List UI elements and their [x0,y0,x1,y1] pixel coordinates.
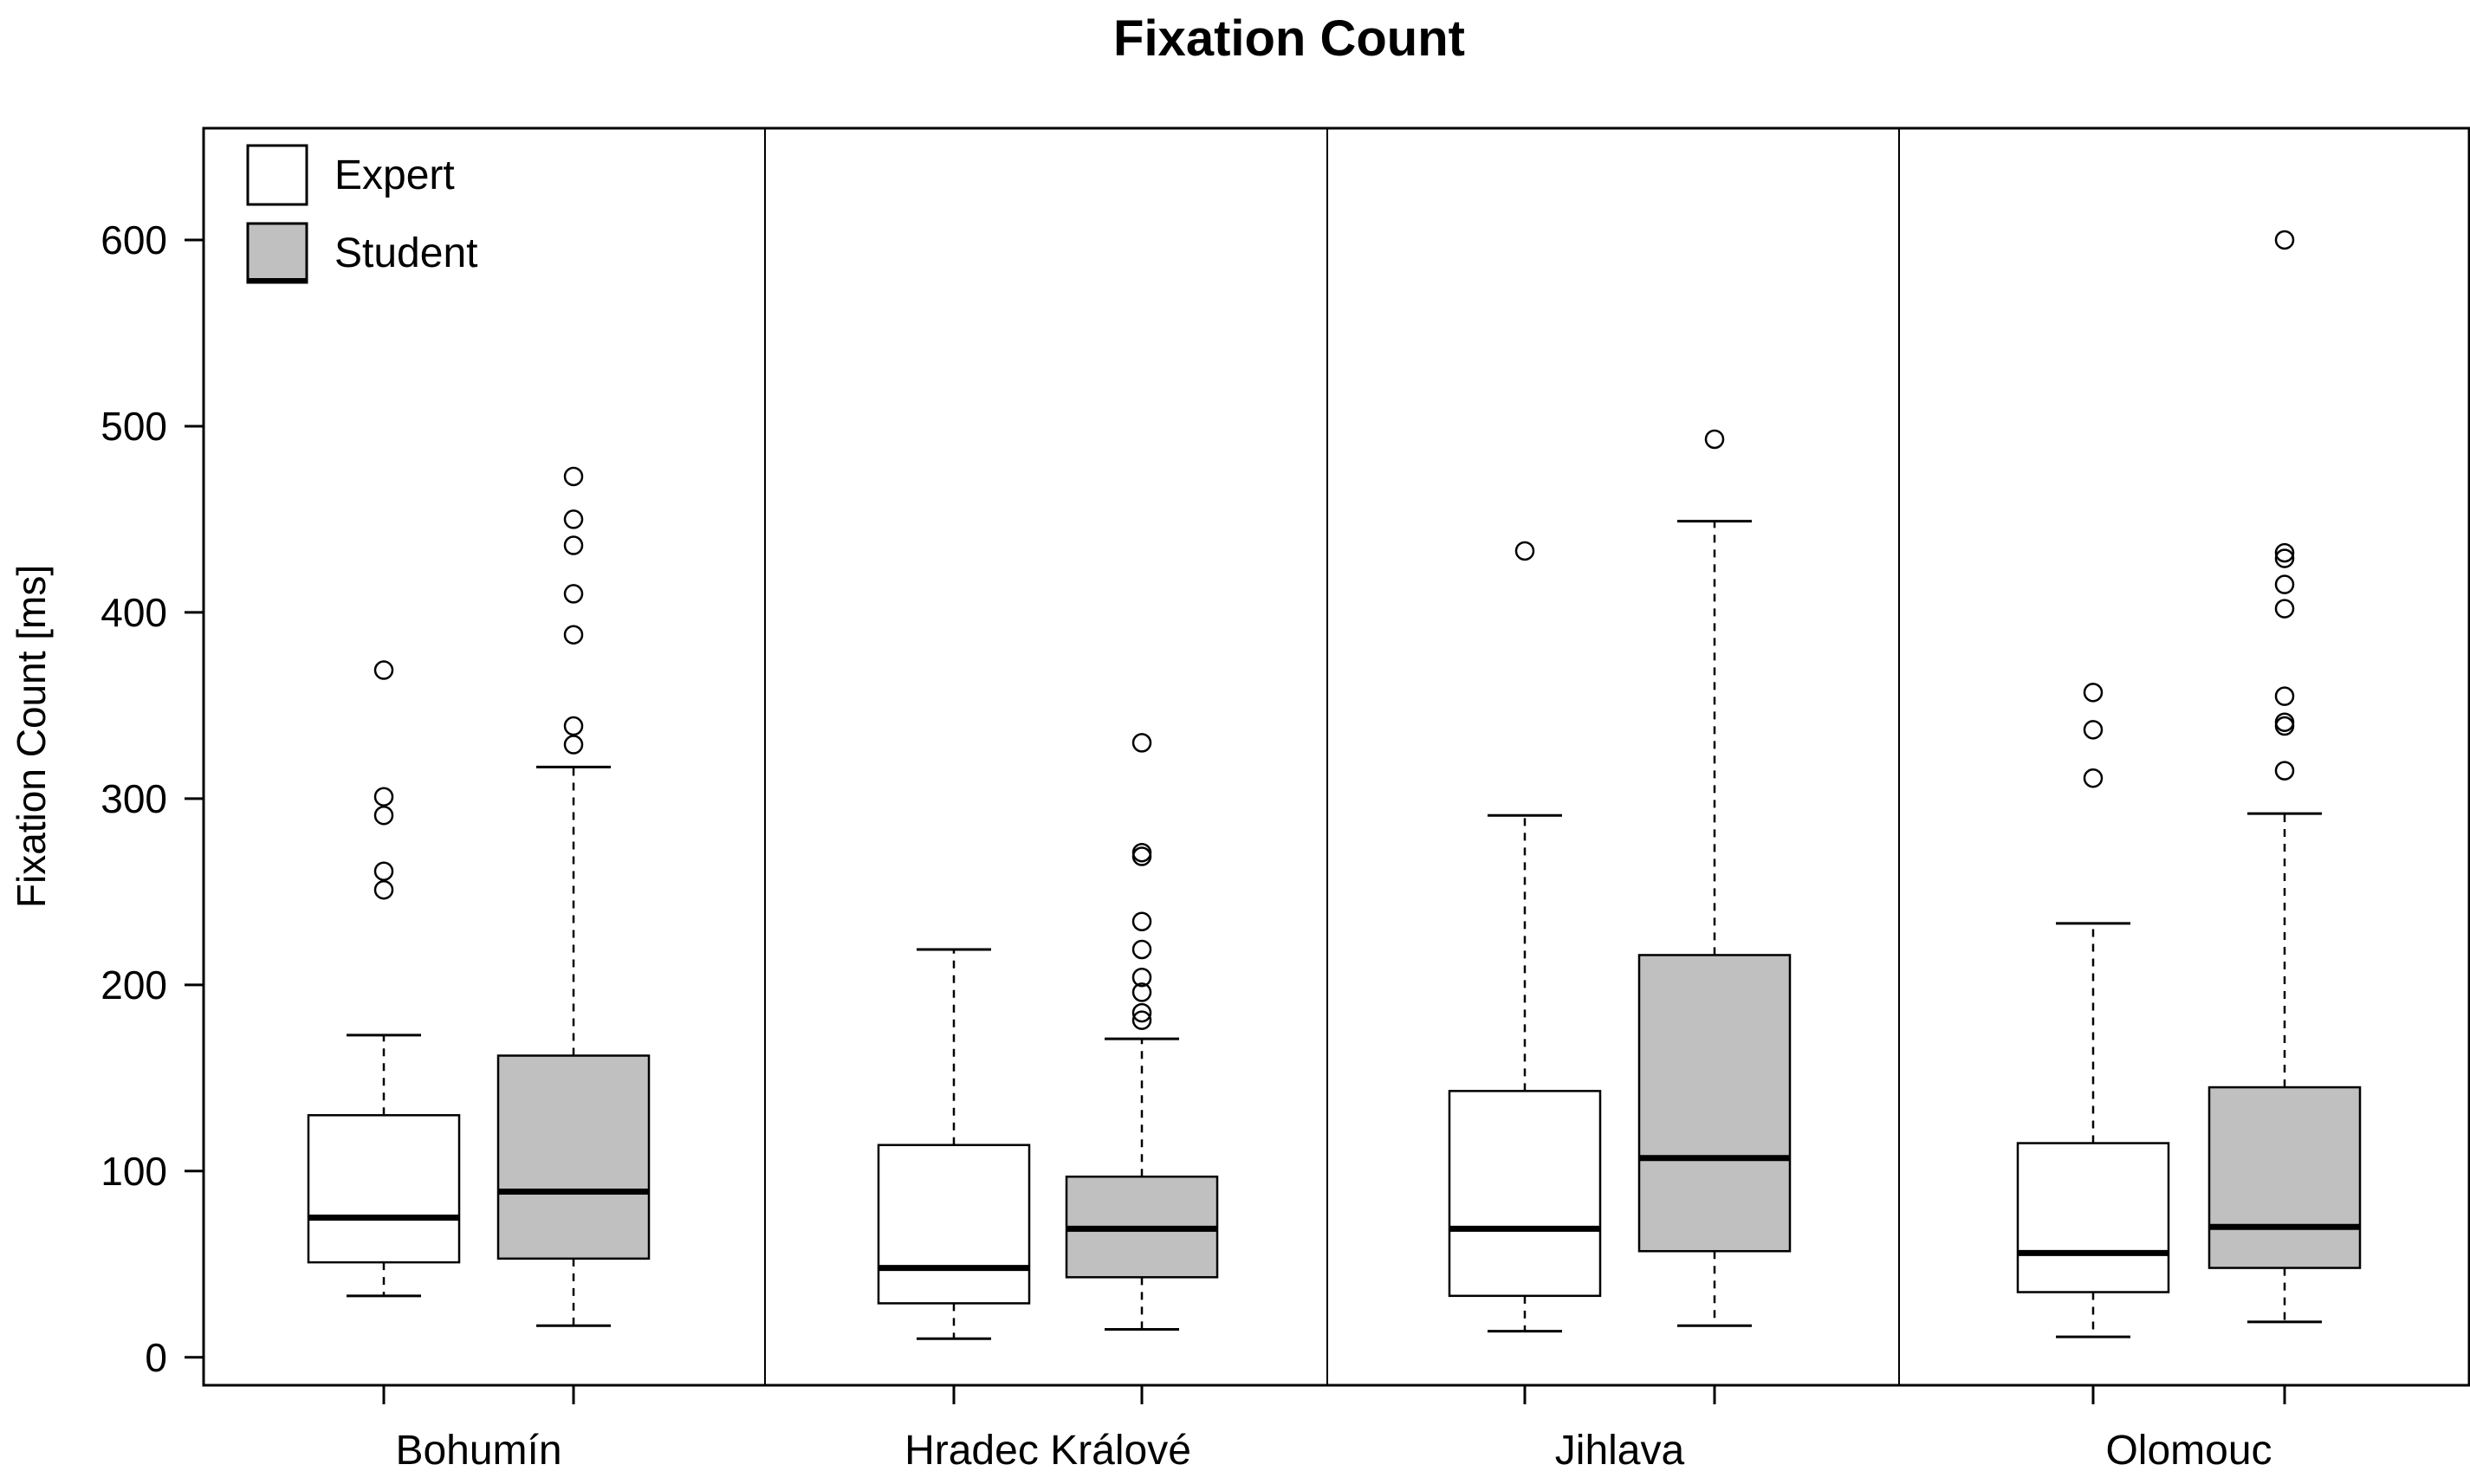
outlier-point [2274,230,2295,250]
outlier-point [2083,768,2104,788]
outlier-point [373,861,394,881]
outlier-point [563,535,584,555]
iqr-box [496,1054,651,1260]
legend-label: Student [334,230,477,276]
x-category-label: Jihlava [1555,1428,1685,1474]
outlier-point [1131,1002,1152,1023]
outlier-point [1131,846,1152,866]
x-category-label: Olomouc [2105,1428,2272,1474]
x-axis: Bohumín Hradec Králové Jihlava Olomouc [382,1385,2286,1474]
outlier-point [373,879,394,900]
x-category-label: Bohumín [395,1428,561,1474]
outlier-point [373,805,394,826]
outlier-point [2274,542,2295,563]
iqr-box [1448,1090,1602,1298]
panel-dividers [764,128,1900,1385]
outlier-point [2083,683,2104,703]
outlier-point [563,716,584,736]
plot-frame [202,126,2470,1387]
outlier-point [563,584,584,604]
box-student [2207,230,2362,1324]
box-expert [877,948,1031,1340]
outlier-point [1131,733,1152,753]
outlier-point [1704,429,1725,450]
y-tick-label: 0 [145,1335,167,1380]
box-expert [1448,541,1602,1333]
y-axis: 0 100 200 300 400 500 600 [100,217,204,1380]
box-expert [2016,683,2170,1338]
box-series [307,230,2362,1340]
y-tick-label: 600 [100,217,167,262]
box-student [1065,733,1219,1332]
y-tick-label: 400 [100,590,167,635]
y-tick-label: 300 [100,776,167,821]
y-tick-label: 100 [100,1149,167,1194]
iqr-box [307,1114,461,1264]
box-student [1637,429,1792,1327]
outlier-point [373,660,394,680]
legend-label: Expert [334,152,455,198]
outlier-point [2274,716,2295,736]
iqr-box [1637,954,1792,1253]
iqr-box [2207,1085,2362,1269]
outlier-point [2083,720,2104,740]
x-category-label: Hradec Králové [904,1428,1191,1474]
y-tick-label: 200 [100,962,167,1008]
outlier-point [563,466,584,487]
outlier-point [1131,982,1152,1002]
outlier-point [2274,712,2295,732]
outlier-point [2274,548,2295,568]
outlier-point [563,625,584,645]
outlier-point [563,735,584,755]
outlier-point [2274,761,2295,781]
outlier-point [1131,1010,1152,1030]
outlier-point [2274,686,2295,706]
chart-title: Fixation Count [1113,10,1465,67]
box-student [496,466,651,1327]
outlier-point [1131,911,1152,931]
legend-swatch-expert [246,144,308,206]
legend-swatch-student [246,222,308,284]
iqr-box [877,1144,1031,1305]
legend: Expert Student [246,144,477,284]
y-tick-label: 500 [100,404,167,449]
outlier-point [2274,599,2295,619]
outlier-point [1514,541,1535,561]
outlier-point [563,509,584,529]
y-axis-label: Fixation Count [ms] [9,565,54,908]
box-expert [307,660,461,1298]
outlier-point [1131,967,1152,988]
outlier-point [1131,842,1152,863]
outlier-point [373,787,394,807]
outlier-point [2274,574,2295,594]
iqr-box [2016,1142,2170,1293]
outlier-point [1131,939,1152,960]
